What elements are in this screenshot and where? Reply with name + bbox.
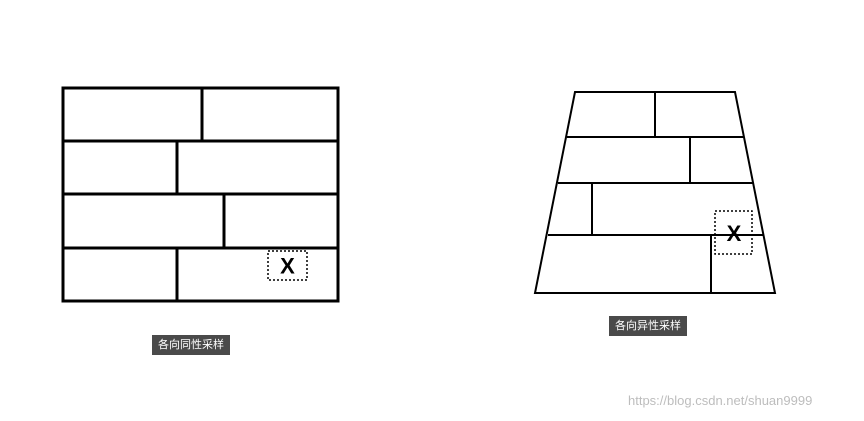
watermark: https://blog.csdn.net/shuan9999 bbox=[628, 393, 813, 408]
isotropic-sample-box: X bbox=[267, 250, 308, 281]
sample-marker: X bbox=[727, 221, 742, 246]
anisotropic-caption: 各向异性采样 bbox=[609, 316, 687, 336]
sample-footprint bbox=[267, 250, 308, 281]
anisotropic-brick-wall bbox=[533, 91, 777, 294]
anisotropic-sample-box: X bbox=[714, 210, 753, 255]
wall-outline bbox=[533, 91, 777, 294]
isotropic-caption: 各向同性采样 bbox=[152, 335, 230, 355]
isotropic-brick-wall bbox=[61, 86, 340, 303]
sample-marker: X bbox=[280, 254, 295, 279]
